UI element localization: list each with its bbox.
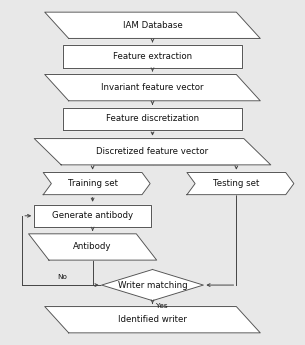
Text: Feature extraction: Feature extraction [113,52,192,61]
Text: Discretized feature vector: Discretized feature vector [96,147,209,156]
Polygon shape [187,172,294,195]
Polygon shape [63,46,242,68]
Polygon shape [34,139,271,165]
Text: Antibody: Antibody [74,243,112,252]
Text: Testing set: Testing set [213,179,260,188]
Text: Identified writer: Identified writer [118,315,187,324]
Polygon shape [45,75,260,101]
Polygon shape [45,12,260,38]
Text: Yes: Yes [156,303,167,309]
Polygon shape [43,172,150,195]
Text: Feature discretization: Feature discretization [106,114,199,123]
Polygon shape [29,234,157,260]
Text: No: No [57,274,67,280]
Text: Training set: Training set [68,179,118,188]
Polygon shape [45,307,260,333]
Text: Generate antibody: Generate antibody [52,211,133,220]
Polygon shape [34,205,151,227]
Text: Invariant feature vector: Invariant feature vector [101,83,204,92]
Polygon shape [102,269,203,300]
Polygon shape [63,108,242,130]
Text: IAM Database: IAM Database [123,21,182,30]
Text: Writer matching: Writer matching [118,280,187,289]
